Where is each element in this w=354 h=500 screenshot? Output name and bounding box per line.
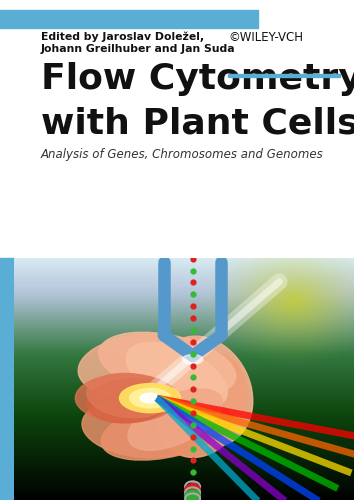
- Ellipse shape: [182, 354, 203, 364]
- Ellipse shape: [130, 388, 171, 408]
- Bar: [0, 10, 258, 28]
- Ellipse shape: [87, 374, 171, 418]
- Text: Edited by Jaroslav Doležel,: Edited by Jaroslav Doležel,: [41, 31, 204, 42]
- Bar: [228, 74, 340, 76]
- Circle shape: [185, 484, 200, 495]
- Ellipse shape: [126, 342, 227, 408]
- Ellipse shape: [156, 352, 247, 458]
- Ellipse shape: [82, 398, 203, 458]
- Text: ©WILEY-VCH: ©WILEY-VCH: [228, 31, 303, 44]
- Ellipse shape: [120, 384, 181, 412]
- Circle shape: [185, 490, 200, 500]
- Ellipse shape: [75, 374, 177, 422]
- Ellipse shape: [87, 378, 171, 423]
- Ellipse shape: [155, 336, 253, 446]
- Text: Flow Cytometry: Flow Cytometry: [41, 62, 354, 96]
- Ellipse shape: [101, 400, 232, 460]
- Ellipse shape: [99, 332, 236, 397]
- Ellipse shape: [78, 334, 206, 398]
- Bar: [0, 258, 14, 500]
- Text: with Plant Cells: with Plant Cells: [41, 106, 354, 140]
- Ellipse shape: [128, 389, 223, 450]
- Text: Analysis of Genes, Chromosomes and Genomes: Analysis of Genes, Chromosomes and Genom…: [41, 148, 324, 161]
- Text: Johann Greilhuber and Jan Suda: Johann Greilhuber and Jan Suda: [41, 44, 235, 54]
- Ellipse shape: [140, 394, 160, 403]
